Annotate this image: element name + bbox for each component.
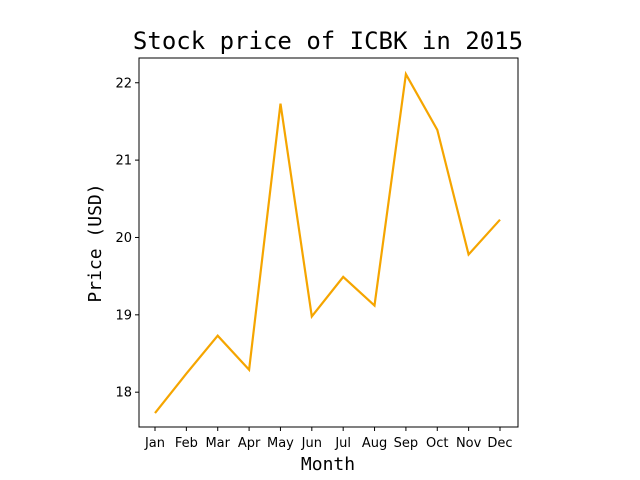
chart-title: Stock price of ICBK in 2015 xyxy=(133,27,523,55)
y-tick-label: 19 xyxy=(115,308,132,323)
y-tick-label: 18 xyxy=(115,386,132,401)
x-axis: Jan Feb Mar Apr May Jun Jul Aug Sep Oct Nov Dec xyxy=(144,427,513,451)
x-tick-label: Jun xyxy=(301,436,322,451)
y-axis: 18 19 20 21 22 xyxy=(115,76,139,401)
x-tick-label: Oct xyxy=(426,436,448,451)
x-tick-label: Jan xyxy=(144,436,165,451)
x-tick-label: Dec xyxy=(487,436,512,451)
x-tick-label: May xyxy=(267,436,294,451)
x-tick-label: Jul xyxy=(334,436,351,451)
x-tick-label: Mar xyxy=(205,436,230,451)
x-tick-label: Nov xyxy=(456,436,482,451)
x-tick-label: Aug xyxy=(362,436,387,451)
y-axis-label: Price (USD) xyxy=(85,183,106,302)
y-tick-label: 20 xyxy=(115,231,132,246)
x-axis-label: Month xyxy=(301,454,355,475)
x-tick-label: Apr xyxy=(238,436,261,451)
x-tick-label: Feb xyxy=(175,436,198,451)
y-tick-label: 22 xyxy=(115,76,132,91)
plot-frame xyxy=(138,57,519,428)
y-tick-label: 21 xyxy=(115,154,132,169)
price-series xyxy=(154,70,501,414)
series-line xyxy=(154,70,501,414)
x-tick-label: Sep xyxy=(394,436,419,451)
